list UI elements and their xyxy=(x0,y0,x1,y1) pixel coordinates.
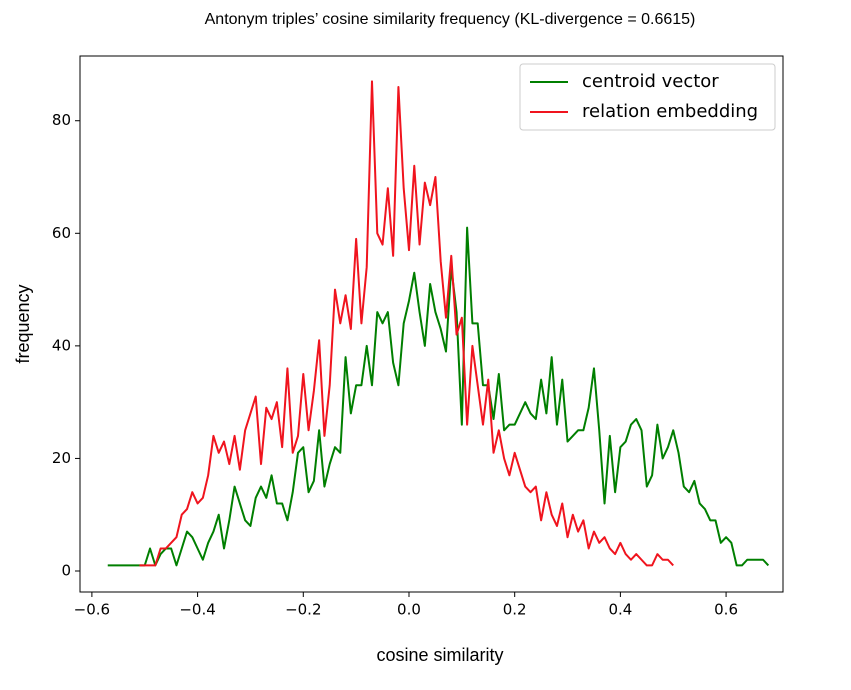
chart-title: Antonym triples’ cosine similarity frequ… xyxy=(205,11,696,28)
legend-label: centroid vector xyxy=(582,71,719,92)
plot-frame xyxy=(79,55,784,593)
series-line xyxy=(107,226,770,567)
legend-box xyxy=(519,63,776,131)
x-tick-label: 0.2 xyxy=(503,601,527,619)
x-tick-label: 0.4 xyxy=(608,601,632,619)
x-tick-label: 0.0 xyxy=(397,601,421,619)
legend-label: relation embedding xyxy=(582,101,758,122)
y-tick-label: 0 xyxy=(61,562,71,580)
y-axis-label: frequency xyxy=(13,284,33,363)
y-tick-label: 60 xyxy=(52,224,71,242)
x-tick-label: −0.6 xyxy=(74,601,110,619)
y-tick-label: 40 xyxy=(52,336,71,354)
y-tick-label: 80 xyxy=(52,111,71,129)
y-tick-label: 20 xyxy=(52,449,71,467)
x-tick-label: 0.6 xyxy=(714,601,738,619)
series-line xyxy=(139,80,674,567)
x-axis-label: cosine similarity xyxy=(376,645,503,665)
x-tick-label: −0.4 xyxy=(179,601,215,619)
x-tick-label: −0.2 xyxy=(285,601,321,619)
